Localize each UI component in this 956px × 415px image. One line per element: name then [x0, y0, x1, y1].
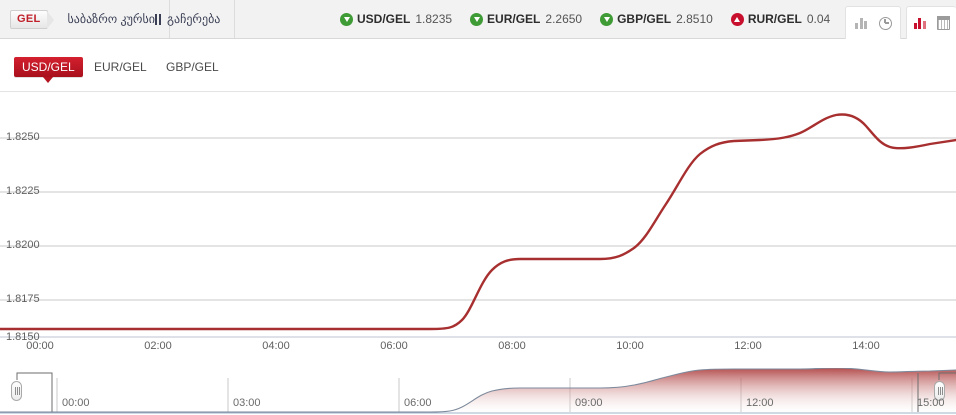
ticker-value: 0.0400 [806, 12, 830, 26]
ticker-item-usd[interactable]: USD/GEL 1.8235 [340, 12, 452, 26]
currency-badge-block: GEL საბაზრო კურსი [10, 0, 170, 38]
price-chart-canvas [0, 113, 956, 338]
bar-chart-icon-button-active[interactable] [908, 12, 932, 34]
view-toggle-group-historic[interactable] [906, 6, 956, 39]
bar-chart-icon-button[interactable] [849, 12, 873, 34]
arrow-down-circle-icon [600, 12, 614, 26]
calendar-icon-button[interactable] [932, 12, 956, 34]
ticker-pair-label: RUR/GEL [747, 12, 802, 26]
x-axis-label-2: 04:00 [262, 340, 290, 352]
tab-usd-gel[interactable]: USD/GEL [14, 57, 83, 83]
bar-chart-icon [855, 17, 867, 29]
tab-gbp-gel[interactable]: GBP/GEL [166, 60, 219, 74]
x-axis-label-6: 12:00 [734, 340, 762, 352]
x-axis-label-5: 10:00 [616, 340, 644, 352]
pause-icon [154, 13, 162, 25]
navigator-series-line [0, 368, 956, 413]
ticker-pair-label: USD/GEL [357, 12, 411, 26]
navigator-x-label-5: 15:00 [917, 397, 945, 409]
calendar-icon [936, 16, 951, 30]
currency-pair-tabs: USD/GEL EUR/GEL GBP/GEL [0, 39, 956, 92]
top-bar: GEL საბაზრო კურსი გაჩერება USD/GEL 1.823… [0, 0, 956, 39]
navigator-handle-right[interactable] [934, 381, 945, 401]
ticker-item-rur[interactable]: RUR/GEL 0.0400 [730, 12, 830, 26]
navigator-selection-left-bracket [16, 372, 53, 412]
y-axis-label-3: 1.8225 [6, 185, 40, 197]
rates-ticker: USD/GEL 1.8235 EUR/GEL 2.2650 GBP/GEL 2.… [340, 0, 830, 38]
arrow-down-circle-icon [470, 12, 484, 26]
ticker-pair-label: GBP/GEL [617, 12, 672, 26]
tab-eur-gel[interactable]: EUR/GEL [94, 60, 147, 74]
y-axis-label-4: 1.8250 [6, 131, 40, 143]
navigator-area-fill [0, 368, 956, 415]
chart-navigator[interactable]: 00:00 03:00 06:00 09:00 12:00 15:00 [0, 368, 956, 415]
x-axis-label-1: 02:00 [144, 340, 172, 352]
y-axis-label-2: 1.8200 [6, 239, 40, 251]
ticker-value: 2.2650 [545, 12, 583, 26]
clock-icon [878, 16, 892, 30]
arrow-up-circle-icon [730, 12, 744, 26]
bar-chart-icon [913, 17, 926, 29]
clock-icon-button[interactable] [873, 12, 897, 34]
chart-series-line [0, 113, 956, 331]
gel-badge: GEL [10, 9, 53, 29]
ticker-item-eur[interactable]: EUR/GEL 2.2650 [470, 12, 582, 26]
x-axis-label-3: 06:00 [380, 340, 408, 352]
navigator-selection-right-bracket [938, 372, 956, 380]
x-axis-label-7: 14:00 [852, 340, 880, 352]
price-chart[interactable]: 1.8250 1.8225 1.8200 1.8175 1.8150 00:00… [0, 92, 956, 360]
navigator-x-label-0: 00:00 [62, 397, 90, 409]
x-axis-label-4: 08:00 [498, 340, 526, 352]
view-toggle-group-intraday[interactable] [845, 6, 901, 39]
ticker-value: 1.8235 [415, 12, 453, 26]
market-rate-label: საბაზრო კურსი [67, 12, 155, 26]
y-axis-label-1: 1.8175 [6, 293, 40, 305]
ticker-pair-label: EUR/GEL [487, 12, 541, 26]
navigator-x-label-3: 09:00 [575, 397, 603, 409]
pause-ticker-button[interactable]: გაჩერება [148, 0, 236, 38]
y-axis-label-0: 1.8150 [6, 331, 40, 343]
navigator-handle-left[interactable] [11, 381, 22, 401]
chart-gridlines [0, 137, 956, 338]
x-axis-label-0: 00:00 [26, 340, 54, 352]
ticker-value: 2.8510 [676, 12, 713, 26]
navigator-canvas [0, 368, 956, 415]
pause-button-label: გაჩერება [167, 12, 221, 26]
ticker-item-gbp[interactable]: GBP/GEL 2.8510 [600, 12, 713, 26]
arrow-down-circle-icon [340, 12, 353, 26]
navigator-x-label-2: 06:00 [404, 397, 432, 409]
navigator-x-label-1: 03:00 [233, 397, 261, 409]
navigator-x-label-4: 12:00 [746, 397, 774, 409]
